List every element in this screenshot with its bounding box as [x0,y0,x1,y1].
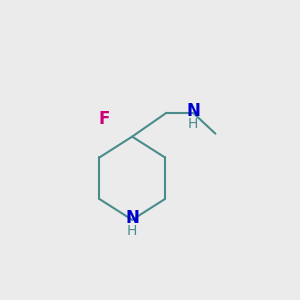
Text: N: N [186,102,200,120]
Text: F: F [98,110,110,128]
Text: H: H [127,224,137,238]
Text: N: N [125,209,139,227]
Text: H: H [188,117,198,131]
